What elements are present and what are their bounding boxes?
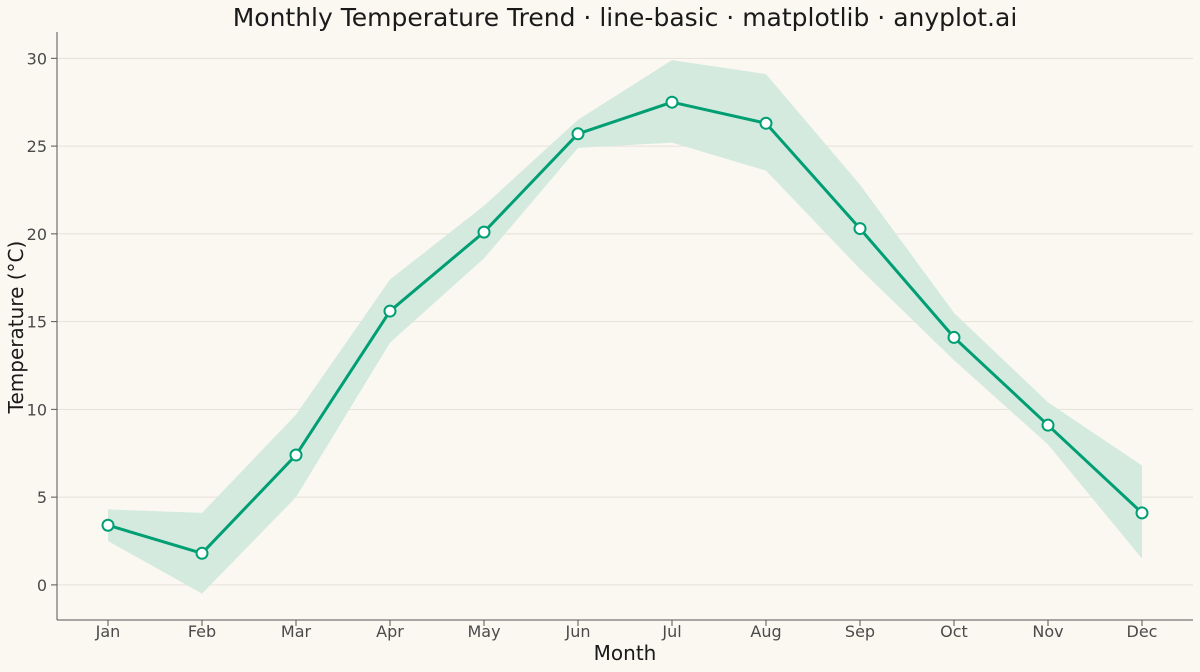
y-tick-label: 10 [27,400,47,419]
x-tick-label: Dec [1127,622,1158,641]
x-tick-label: Oct [940,622,968,641]
x-tick-label: Jun [565,622,591,641]
x-tick-label: Jul [661,622,681,641]
x-tick-label: Mar [281,622,312,641]
x-tick-label: Aug [750,622,781,641]
data-point [195,546,209,560]
confidence-band-layer [108,60,1142,594]
series-line-layer [106,100,1144,555]
data-point [947,330,961,344]
data-point [383,304,397,318]
y-tick-label: 30 [27,49,47,68]
x-tick-label: Nov [1032,622,1063,641]
data-markers [101,95,1149,560]
x-tick-label: May [467,622,500,641]
y-tick-labels: 0 5 10 15 20 25 30 [27,49,57,595]
data-point [571,127,585,141]
data-point [853,222,867,236]
x-axis-label: Month [594,641,657,665]
data-point [477,225,491,239]
confidence-band [108,60,1142,594]
y-tick-label: 5 [37,488,47,507]
x-tick-labels: Jan Feb Mar Apr May Jun Jul Aug Sep Oct Nov Dec [95,620,1158,641]
x-tick-label: Feb [188,622,216,641]
axes [56,32,1193,621]
chart-title: Monthly Temperature Trend · line-basic ·… [233,3,1018,32]
x-tick-label: Apr [376,622,404,641]
series-line [106,100,1144,555]
data-point [759,116,773,130]
data-point [665,95,679,109]
data-point [1041,418,1055,432]
y-tick-label: 25 [27,137,47,156]
y-tick-label: 15 [27,313,47,332]
y-tick-label: 0 [37,576,47,595]
x-tick-label: Jan [95,622,121,641]
y-tick-label: 20 [27,225,47,244]
x-tick-label: Sep [845,622,875,641]
data-point [1135,506,1149,520]
y-axis-label: Temperature (°C) [4,241,28,415]
data-point [101,518,115,532]
data-point [289,448,303,462]
